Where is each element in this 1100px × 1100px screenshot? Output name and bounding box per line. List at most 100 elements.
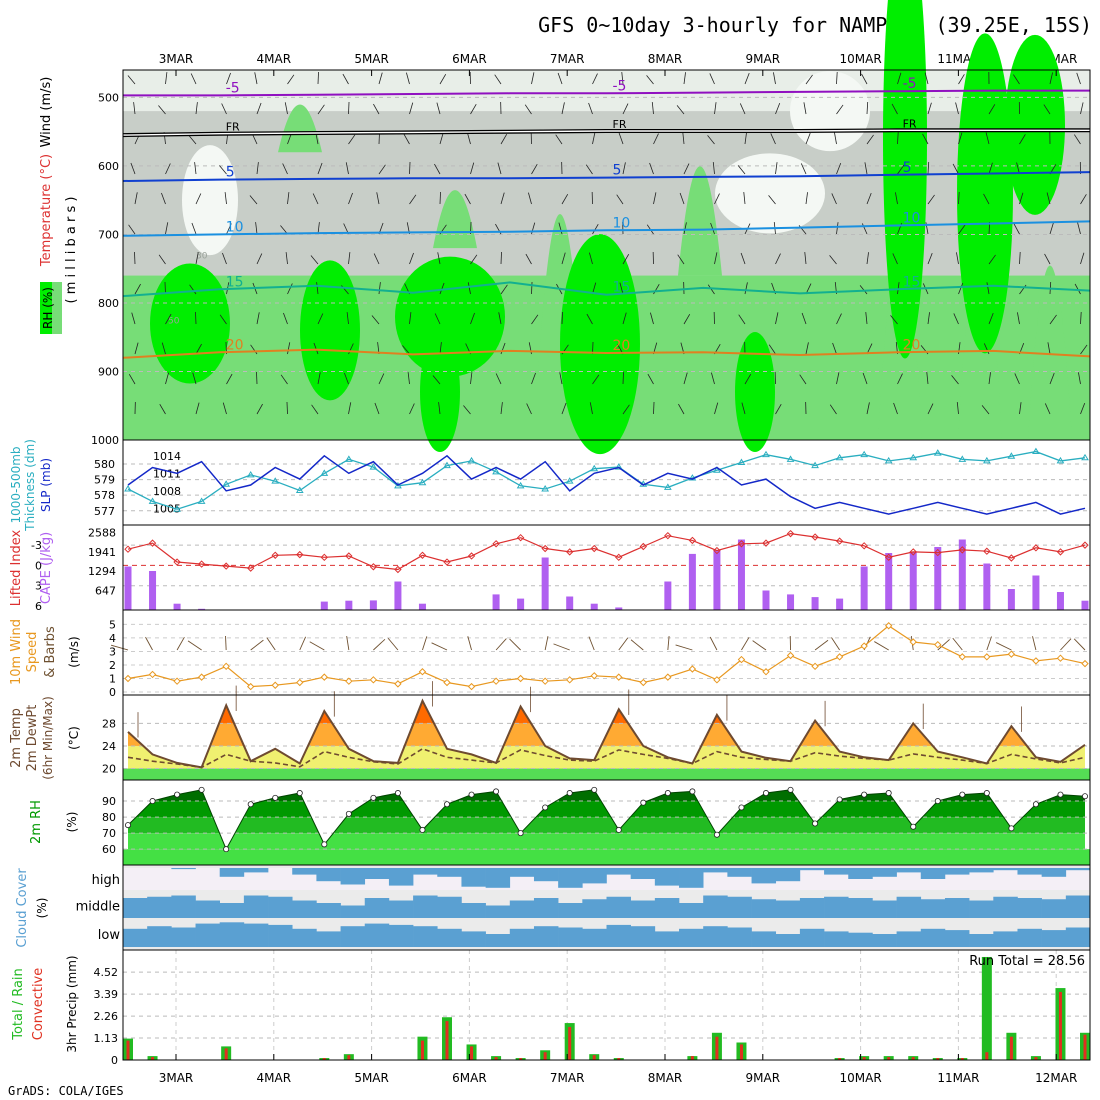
- cloud-low-bar: [848, 932, 873, 947]
- li-tick-label: 3: [35, 580, 42, 593]
- precip-convective-bar: [445, 1021, 449, 1060]
- cloud-middle-bar: [461, 903, 486, 918]
- upper-wind-barb: [744, 132, 747, 145]
- surface-wind-barb: [553, 643, 570, 651]
- wind-speed-point: [664, 673, 672, 681]
- cloud-low-bar: [872, 934, 897, 947]
- cape-bar: [664, 581, 672, 610]
- upper-wind-barb: [676, 105, 685, 115]
- upper-wind-barb: [618, 132, 624, 145]
- upper-wind-barb: [712, 162, 715, 175]
- cloud-layer-label: middle: [76, 900, 120, 915]
- lifted-index-point: [639, 542, 648, 551]
- surface-wind-barb: [814, 639, 829, 651]
- upper-wind-barb: [131, 312, 136, 325]
- rh-point: [713, 831, 720, 838]
- slp-tick-label: 1011: [153, 467, 181, 480]
- thickness-point: [418, 478, 427, 486]
- upper-wind-barb: [371, 315, 380, 325]
- rh-point: [812, 820, 819, 827]
- upper-wind-barb: [256, 312, 260, 325]
- cloud-middle-bar: [1017, 898, 1042, 918]
- run-total-text: Run Total = 28.56: [969, 954, 1085, 969]
- upper-wind-barb: [470, 103, 477, 115]
- upper-wind-barb: [256, 403, 263, 415]
- precip-total-bar: [981, 956, 992, 1060]
- freezing-level-line-inner: [122, 129, 1090, 136]
- upper-wind-barb: [561, 252, 566, 265]
- upper-wind-barb: [463, 405, 471, 415]
- date-label-bottom: 7MAR: [550, 1071, 585, 1085]
- upper-wind-barb: [531, 163, 538, 175]
- upper-wind-barb: [956, 402, 959, 415]
- surface-wind-barb: [225, 635, 227, 651]
- upper-wind-barb: [958, 282, 964, 295]
- upper-wind-barb: [128, 224, 136, 235]
- upper-wind-barb: [165, 313, 172, 325]
- cape-bar: [320, 601, 328, 610]
- cloud-middle-bar: [558, 903, 583, 918]
- isotherm-label: -5: [903, 76, 917, 92]
- upper-wind-barb: [714, 193, 720, 205]
- rh-point: [566, 790, 573, 797]
- cloud-high-bar: [388, 868, 414, 886]
- li-tick-label: -3: [31, 539, 42, 552]
- upper-wind-barb: [317, 313, 324, 325]
- upper-wind-barb: [862, 372, 868, 385]
- isotherm-label: 15: [226, 274, 244, 290]
- wind-speed-point: [246, 682, 255, 691]
- rh-point: [689, 788, 696, 795]
- rh-point: [910, 823, 917, 830]
- upper-wind-barb: [592, 374, 600, 385]
- upper-wind-barb: [409, 252, 414, 265]
- isotherm-line: [123, 89, 1090, 97]
- slp-tick-label: 1008: [153, 485, 181, 498]
- cloud-high-bar: [1065, 868, 1091, 871]
- surface-wind-barb: [373, 638, 386, 651]
- wind-tick-label: 4: [109, 632, 116, 645]
- upper-wind-barb: [376, 192, 380, 205]
- precip-convective-bar: [1009, 1036, 1013, 1060]
- cloud-high-bar: [509, 868, 535, 877]
- dewpoint-line: [127, 747, 1086, 769]
- rh-saturated-area: [735, 332, 775, 453]
- rh-point: [591, 786, 598, 793]
- plot-layer: 3MAR 3MAR 4MAR 4MAR 5MAR 5MAR 6MAR 6MAR 7MAR 7MAR…: [9, 0, 1091, 1085]
- upper-wind-barb: [1014, 373, 1020, 385]
- upper-wind-barb: [1019, 252, 1021, 265]
- lifted-index-point: [320, 553, 329, 562]
- surface-wind-barb: [467, 636, 472, 651]
- upper-wind-barb: [195, 343, 202, 355]
- wind-speed-point: [443, 678, 451, 687]
- upper-wind-barb: [678, 403, 685, 415]
- upper-wind-barb: [988, 372, 991, 385]
- precip-convective-bar: [617, 1058, 621, 1060]
- temperature-axis-label: Temperature (°C): [39, 154, 54, 267]
- upper-wind-barb: [226, 223, 232, 235]
- upper-wind-barb: [955, 102, 959, 115]
- upper-wind-barb: [254, 72, 258, 85]
- precip-tick-label: 1.13: [94, 1032, 119, 1045]
- cloud-low-bar: [388, 924, 414, 947]
- cape-bar: [124, 566, 132, 610]
- cloud-low-bar: [944, 930, 970, 947]
- wind-speed-point: [835, 653, 844, 661]
- wind-speed-point: [811, 662, 819, 671]
- wind-speed-point: [1056, 654, 1065, 662]
- surface-wind-barb: [618, 637, 629, 651]
- upper-wind-barb: [683, 163, 690, 175]
- pressure-tick-label: 1000: [91, 434, 119, 447]
- cloud-high-bar: [340, 868, 366, 885]
- slp-tick-label: 1005: [153, 502, 181, 515]
- rh-saturated-area: [560, 234, 640, 455]
- upper-wind-barb: [317, 222, 320, 235]
- cape-bar: [958, 539, 966, 610]
- surface-wind-barb: [667, 635, 670, 651]
- cloud-high-bar: [824, 868, 849, 875]
- upper-wind-barb: [409, 161, 411, 175]
- wind-speed-point: [762, 668, 770, 676]
- upper-wind-barb: [222, 252, 227, 265]
- upper-wind-barb: [195, 102, 198, 115]
- upper-wind-barb: [555, 134, 563, 145]
- upper-wind-barb: [711, 372, 715, 385]
